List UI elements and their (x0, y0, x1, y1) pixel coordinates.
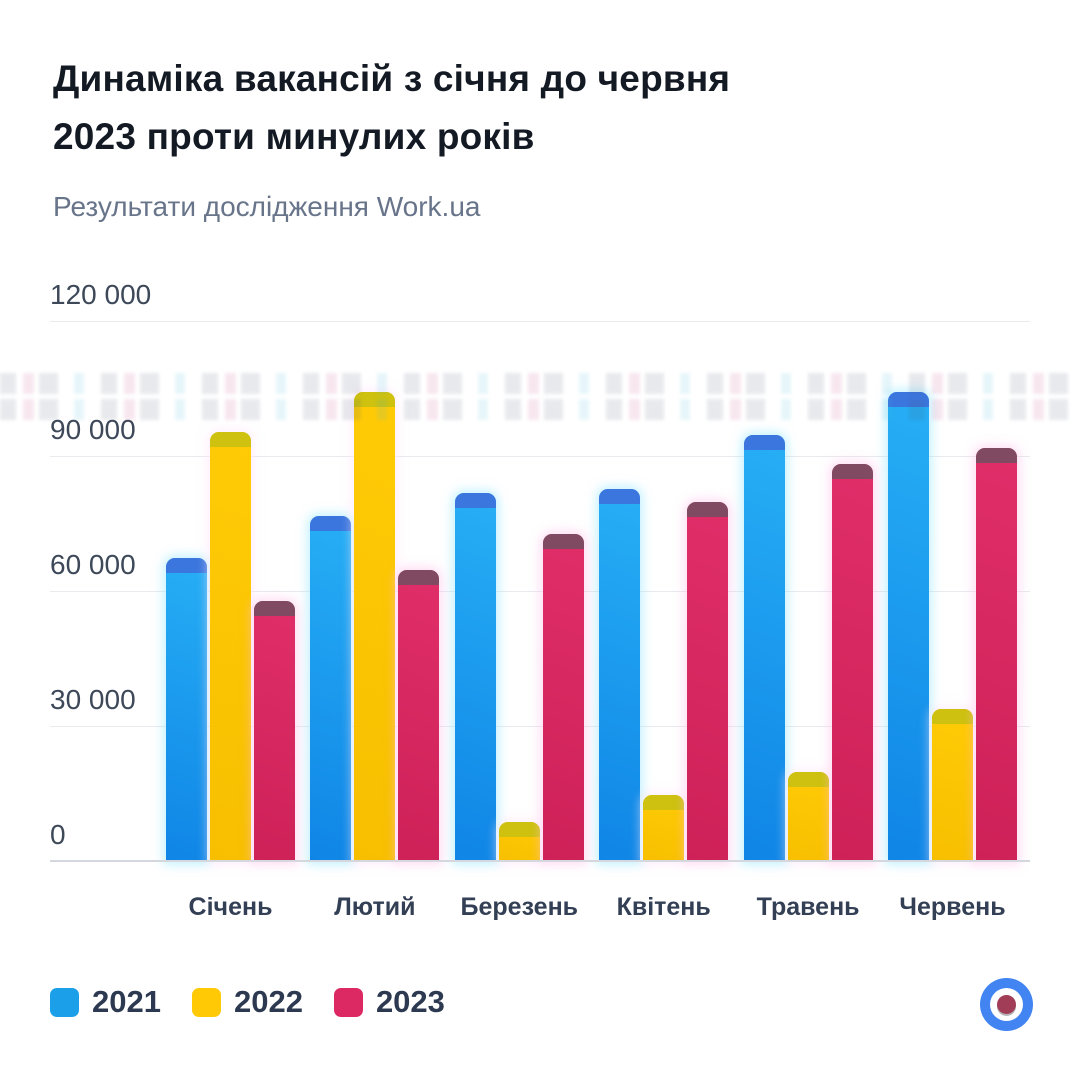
bar-top-cap (498, 821, 540, 837)
x-axis-label-березень: Березень (460, 893, 579, 921)
legend-swatch-2022 (191, 987, 221, 1017)
legend-item-2021: 2021 (50, 984, 161, 1020)
bar-top-cap (166, 558, 207, 574)
bar-2022-січень (210, 432, 251, 862)
chart-legend: 2021 2022 2023 (50, 984, 445, 1020)
bar-top-cap (831, 463, 873, 479)
bar-2021-березень (454, 493, 496, 862)
bar-2021-квітень (599, 488, 641, 862)
bar-top-cap (743, 434, 785, 450)
bar-top-cap (542, 533, 584, 549)
legend-swatch-2023 (333, 987, 363, 1017)
bar-2023-березень (542, 533, 584, 862)
work-ua-logo-icon (980, 978, 1033, 1031)
legend-label: 2022 (233, 984, 303, 1019)
bar-2023-січень (254, 601, 295, 862)
bar-top-cap (454, 493, 496, 508)
bar-2021-січень (166, 558, 207, 862)
bar-top-cap (787, 772, 829, 787)
y-tick-label-120000: 120 000 (50, 279, 152, 310)
bar-2023-квітень (687, 502, 729, 862)
bar-2022-лютий (354, 391, 396, 862)
gridline-0 (50, 860, 1030, 862)
y-tick-label-30000: 30 000 (50, 684, 136, 715)
gridline-120000 (50, 321, 1030, 322)
bar-2022-червень (932, 709, 973, 862)
gridline-30000 (50, 726, 1030, 727)
bar-top-cap (976, 448, 1017, 463)
gridline-90000 (50, 456, 1030, 457)
bar-top-cap (310, 515, 352, 531)
x-axis-label-травень: Травень (756, 893, 860, 921)
bar-top-cap (599, 488, 641, 504)
logo-center-dot (997, 995, 1016, 1014)
y-tick-label-0: 0 (50, 819, 66, 850)
y-tick-label-90000: 90 000 (50, 414, 136, 445)
bar-top-cap (888, 391, 929, 407)
x-axis-label-квітень: Квітень (616, 893, 711, 921)
y-tick-label-60000: 60 000 (50, 549, 136, 580)
x-axis-label-лютий: Лютий (334, 893, 416, 921)
bar-2022-травень (787, 772, 829, 862)
bar-top-cap (687, 502, 729, 517)
legend-label: 2023 (375, 984, 445, 1019)
bar-top-cap (643, 794, 685, 810)
legend-item-2023: 2023 (333, 984, 445, 1020)
bar-2022-квітень (643, 794, 685, 862)
bar-top-cap (210, 432, 251, 448)
page-subtitle: Результати дослідження Work.ua (53, 191, 481, 222)
page-title-line-2: 2023 проти минулих років (53, 116, 535, 157)
bar-2021-травень (743, 434, 785, 862)
bar-2023-червень (976, 448, 1017, 862)
x-axis-label-червень: Червень (899, 893, 1006, 921)
gridline-60000 (50, 591, 1030, 592)
bar-top-cap (354, 391, 396, 407)
x-axis-label-січень: Січень (188, 893, 273, 921)
bar-2023-лютий (398, 569, 440, 862)
legend-item-2022: 2022 (191, 984, 303, 1020)
legend-swatch-2021 (50, 987, 79, 1017)
plot-area: 0 30 000 60 000 90 000 120 000 (50, 279, 1030, 862)
logo-inner-ring (990, 988, 1023, 1021)
bar-top-cap (932, 709, 973, 724)
bar-2021-червень (888, 391, 929, 862)
bar-2022-березень (498, 821, 540, 862)
legend-label: 2021 (92, 984, 161, 1019)
bar-top-cap (254, 601, 295, 616)
bar-2021-лютий (310, 515, 352, 862)
page-title-line-1: Динаміка вакансій з січня до червня (53, 58, 731, 99)
bar-top-cap (398, 569, 440, 585)
bar-2023-травень (831, 463, 873, 862)
